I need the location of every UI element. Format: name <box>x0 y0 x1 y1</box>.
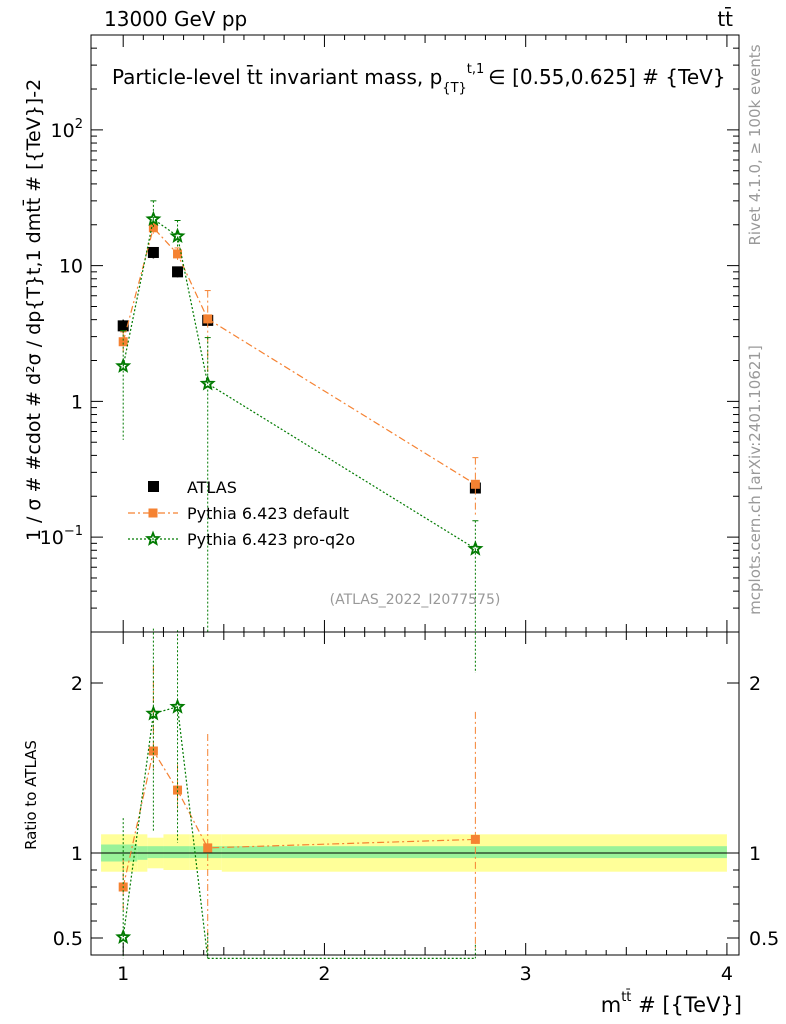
ratio-point <box>169 698 186 714</box>
series-point <box>199 375 216 391</box>
ratio-band-inner <box>147 846 164 859</box>
legend-marker-data <box>148 481 159 492</box>
ratio-band-inner <box>221 846 727 859</box>
header-right: tt̄ <box>717 6 733 31</box>
legend-marker-1 <box>144 530 162 546</box>
x-tick-label: 3 <box>520 963 532 985</box>
series-line <box>122 218 476 550</box>
main-y-ticks: 10−1 1 10 102 <box>40 34 739 633</box>
series-point <box>470 479 480 489</box>
ratio-y-tick-label: 0.5 <box>53 928 83 950</box>
y-tick-label: 10 <box>59 256 83 278</box>
legend-markers <box>128 481 178 546</box>
ratio-y-axis-label: Ratio to ATLAS <box>22 740 40 850</box>
series-point <box>169 227 186 244</box>
series-point <box>145 210 162 227</box>
data-point <box>147 246 159 258</box>
x-ticks: 1 2 3 4 <box>117 35 733 985</box>
ratio-y-tick-label-right: 2 <box>749 673 761 695</box>
legend-label-default: Pythia 6.423 default <box>187 504 349 523</box>
y-axis-label: 1 / σ # #cdot # d²σ / dp{T}t,1 dmtt̄ # [… <box>21 79 45 541</box>
x-axis-label: mtt̄ # [{TeV}] <box>601 990 742 1017</box>
legend-label-proq2o: Pythia 6.423 pro-q2o <box>187 530 355 549</box>
ratio-y-tick-label-right: 0.5 <box>749 928 779 950</box>
series-point <box>203 314 213 324</box>
ratio-frame <box>90 631 740 956</box>
ratio-plot-body <box>101 628 739 960</box>
ratio-point <box>470 834 480 844</box>
legend-label-data: ATLAS <box>187 478 237 497</box>
ratio-series-1 <box>115 628 476 960</box>
ratio-y-tick-label: 1 <box>71 843 83 865</box>
y-tick-label: 10−1 <box>40 524 83 549</box>
ratio-point <box>145 705 162 721</box>
ratio-point <box>148 746 158 756</box>
rivet-label: Rivet 4.1.0, ≥ 100k events <box>746 44 764 245</box>
plot-title: Particle-level t̄t invariant mass, p{T}t… <box>112 62 726 96</box>
series-point <box>173 249 183 259</box>
ratio-point <box>115 928 132 944</box>
series-point <box>118 337 128 347</box>
legend-marker-0 <box>148 508 158 518</box>
x-tick-label: 1 <box>117 963 129 985</box>
data-point <box>117 320 129 332</box>
mcplots-label: mcplots.cern.ch [arXiv:2401.10621] <box>746 345 764 615</box>
ratio-point <box>203 843 213 853</box>
header-left: 13000 GeV pp <box>104 7 247 31</box>
ratio-panel: 0.5 0.5 1 1 2 2 1 2 3 4 Ratio to ATLAS <box>22 35 779 985</box>
y-tick-label: 1 <box>71 391 83 413</box>
ratio-line <box>122 706 476 960</box>
x-tick-label: 2 <box>318 963 330 985</box>
main-panel: 10−1 1 10 102 Particle-level t̄t invariant … <box>21 34 740 673</box>
series-point <box>148 223 158 233</box>
legend: ATLAS Pythia 6.423 default Pythia 6.423 … <box>128 478 355 549</box>
y-tick-label: 102 <box>51 117 83 142</box>
ratio-y-ticks: 0.5 0.5 1 1 2 2 <box>53 673 779 950</box>
series-point <box>115 357 132 373</box>
data-point <box>172 266 184 278</box>
analysis-watermark: (ATLAS_2022_I2077575) <box>330 592 501 608</box>
x-tick-label: 4 <box>721 963 733 985</box>
main-plot-body <box>115 200 484 673</box>
ratio-y-tick-label: 2 <box>71 673 83 695</box>
ratio-point <box>173 785 183 795</box>
ratio-y-tick-label-right: 1 <box>749 843 761 865</box>
ratio-band-inner <box>163 846 190 859</box>
series-1 <box>115 200 484 673</box>
series-point <box>467 540 484 556</box>
